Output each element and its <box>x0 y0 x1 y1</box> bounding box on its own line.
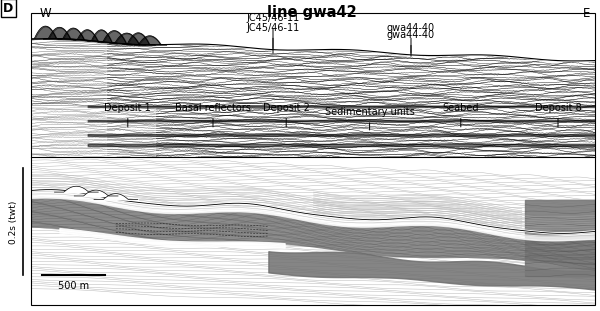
Text: Basal reflectors: Basal reflectors <box>175 103 251 127</box>
Text: gwa44-40: gwa44-40 <box>387 30 435 56</box>
Text: Seabed: Seabed <box>443 103 479 127</box>
Text: E: E <box>583 7 590 20</box>
Text: D: D <box>3 2 13 15</box>
Text: Deposit 1: Deposit 1 <box>104 103 151 127</box>
Text: line gwa42: line gwa42 <box>267 5 357 20</box>
Text: Sedimentary units: Sedimentary units <box>325 107 415 130</box>
Polygon shape <box>31 107 155 157</box>
Text: Deposit 2: Deposit 2 <box>263 103 310 127</box>
Text: 0.2s (twt): 0.2s (twt) <box>8 201 18 244</box>
Text: 500 m: 500 m <box>58 281 89 291</box>
Text: JC45/46-11: JC45/46-11 <box>247 23 299 53</box>
Text: W: W <box>39 7 51 20</box>
Text: Deposit 8: Deposit 8 <box>535 103 581 127</box>
Text: JC45/46-11: JC45/46-11 <box>247 13 299 49</box>
Text: gwa44-40: gwa44-40 <box>387 23 435 53</box>
